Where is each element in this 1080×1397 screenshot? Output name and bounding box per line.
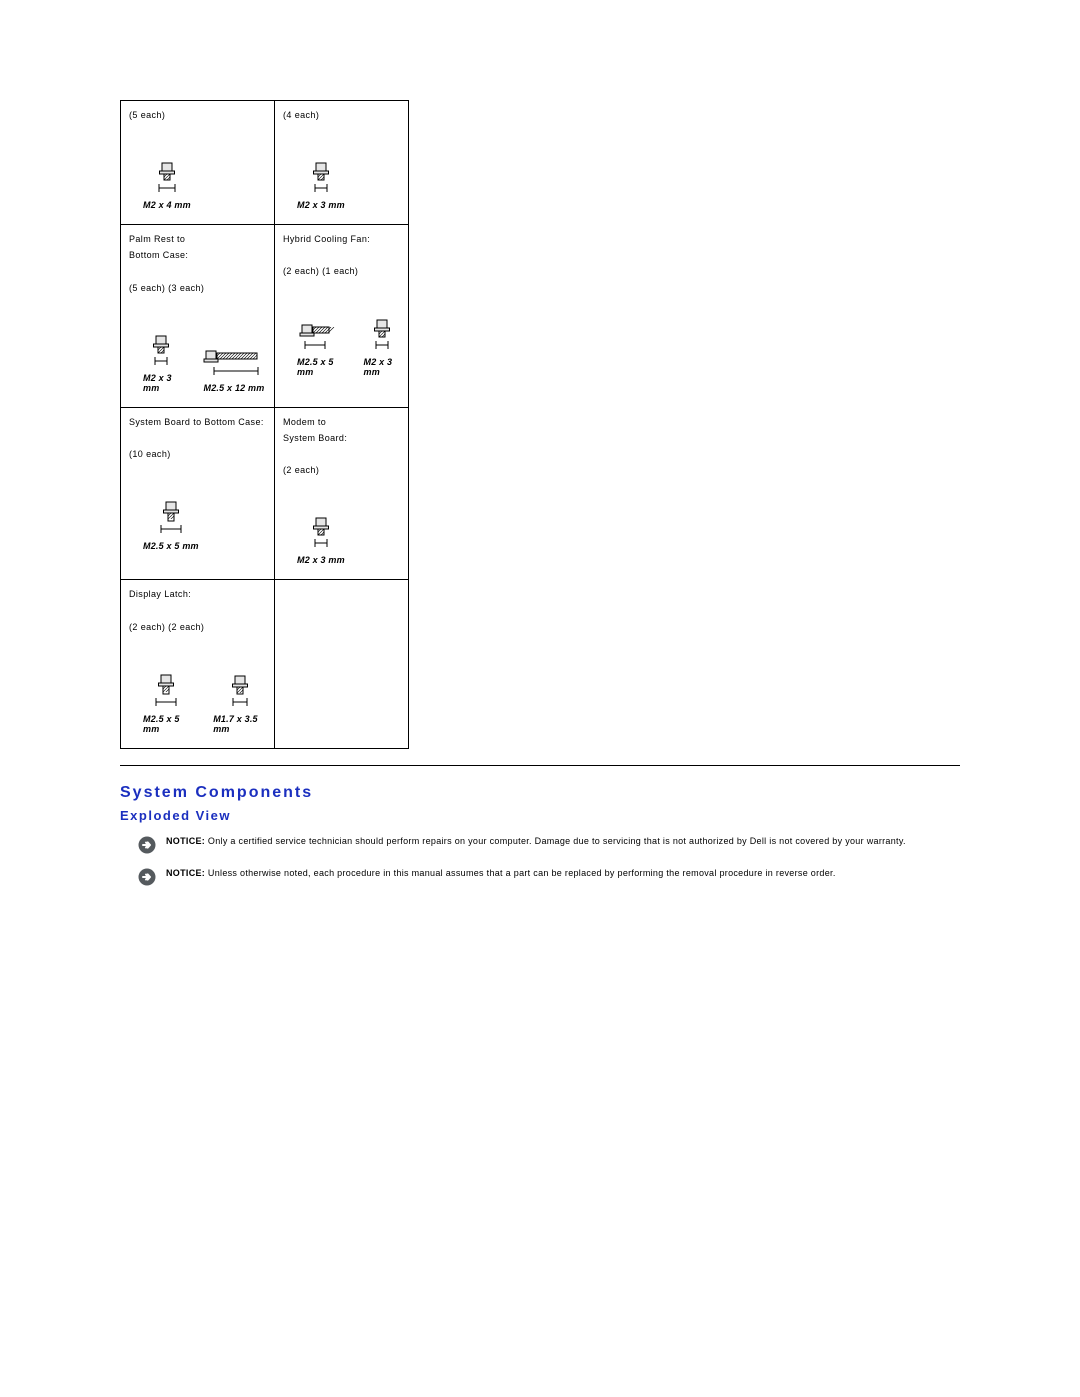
screw-cell: Palm Rest to Bottom Case: (5 each) (3 eac… — [121, 225, 275, 408]
cell-header-line: Palm Rest to — [129, 233, 266, 245]
screw-cell: Display Latch: (2 each) (2 each) M2.5 x … — [121, 580, 275, 748]
notice-arrow-icon — [138, 836, 156, 859]
notice-text: NOTICE: Only a certified service technic… — [166, 835, 906, 847]
screw-caption: M2.5 x 5 mm — [143, 541, 199, 551]
cell-header-line: (2 each) (1 each) — [283, 265, 400, 277]
screw-diagram-row: M2.5 x 5 mm M1.7 x 3.5 mm — [129, 673, 266, 734]
cell-header-line: Modem to — [283, 416, 400, 428]
screw-caption: M2.5 x 5 mm — [297, 357, 340, 377]
screw-icon: M2.5 x 12 mm — [202, 347, 266, 393]
screw-diagram-row: M2 x 3 mm M2.5 x 12 mm — [129, 334, 266, 393]
screw-caption: M2 x 3 mm — [143, 373, 178, 393]
screw-icon: M2.5 x 5 mm — [143, 673, 189, 734]
section-heading: System Components — [120, 784, 960, 802]
screw-diagram-row: M2.5 x 5 mm M2 x 3 mm — [283, 318, 400, 377]
screw-icon: M2.5 x 5 mm — [297, 321, 340, 377]
screw-caption: M1.7 x 3.5 mm — [213, 714, 266, 734]
cell-header-line — [129, 432, 266, 444]
screw-caption: M2.5 x 5 mm — [143, 714, 189, 734]
screw-caption: M2 x 3 mm — [297, 555, 345, 565]
screw-icon: M2 x 3 mm — [297, 161, 345, 210]
cell-header-line — [129, 265, 266, 277]
screw-icon: M1.7 x 3.5 mm — [213, 674, 266, 734]
screw-icon: M2 x 4 mm — [143, 161, 191, 210]
screw-cell: (5 each) M2 x 4 mm — [121, 101, 275, 225]
cell-header-line: Bottom Case: — [129, 249, 266, 261]
cell-header-line: (5 each) (3 each) — [129, 282, 266, 294]
screw-table: (5 each) M2 x 4 mm(4 each) M2 x 3 mmPalm… — [120, 100, 409, 749]
cell-header-line: (5 each) — [129, 109, 266, 121]
screw-caption: M2.5 x 12 mm — [204, 383, 265, 393]
screw-cell: System Board to Bottom Case: (10 each) M… — [121, 407, 275, 580]
cell-header-line: (4 each) — [283, 109, 400, 121]
cell-header-line: (2 each) (2 each) — [129, 621, 266, 633]
screw-diagram-row: M2.5 x 5 mm — [129, 500, 266, 551]
cell-header-line: (10 each) — [129, 448, 266, 460]
cell-header-line: System Board: — [283, 432, 400, 444]
cell-header-line — [283, 448, 400, 460]
cell-header-line — [129, 604, 266, 616]
cell-header-line — [283, 249, 400, 261]
screw-diagram-row: M2 x 3 mm — [283, 516, 400, 565]
screw-caption: M2 x 4 mm — [143, 200, 191, 210]
screw-icon: M2.5 x 5 mm — [143, 500, 199, 551]
notice: NOTICE: Unless otherwise noted, each pro… — [138, 867, 960, 891]
screw-cell — [275, 580, 409, 748]
cell-header-line: (2 each) — [283, 464, 400, 476]
notice-arrow-icon — [138, 868, 156, 891]
screw-caption: M2 x 3 mm — [297, 200, 345, 210]
screw-cell: Modem to System Board: (2 each) M2 x 3 mm — [275, 407, 409, 580]
screw-caption: M2 x 3 mm — [364, 357, 400, 377]
screw-cell: Hybrid Cooling Fan: (2 each) (1 each) M2… — [275, 225, 409, 408]
section-rule — [120, 765, 960, 766]
cell-header-line: System Board to Bottom Case: — [129, 416, 266, 428]
cell-header-line: Hybrid Cooling Fan: — [283, 233, 400, 245]
subsection-heading: Exploded View — [120, 808, 960, 823]
screw-diagram-row: M2 x 3 mm — [283, 161, 400, 210]
notice: NOTICE: Only a certified service technic… — [138, 835, 960, 859]
screw-icon: M2 x 3 mm — [364, 318, 400, 377]
screw-icon: M2 x 3 mm — [143, 334, 178, 393]
screw-icon: M2 x 3 mm — [297, 516, 345, 565]
notice-text: NOTICE: Unless otherwise noted, each pro… — [166, 867, 836, 879]
screw-cell: (4 each) M2 x 3 mm — [275, 101, 409, 225]
cell-header-line: Display Latch: — [129, 588, 266, 600]
screw-diagram-row: M2 x 4 mm — [129, 161, 266, 210]
